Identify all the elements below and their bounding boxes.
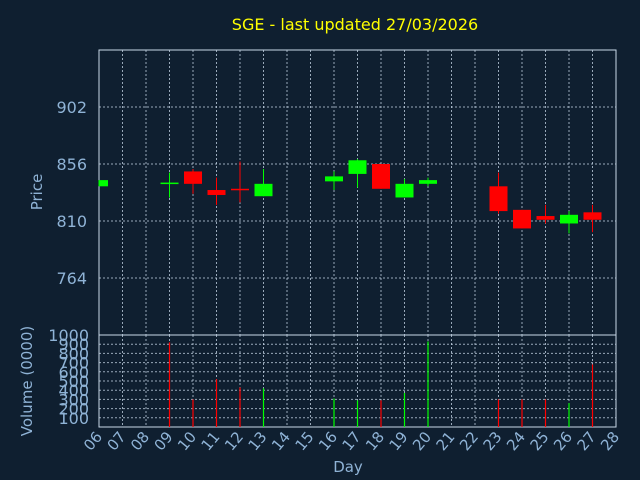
price-tick-label: 810: [56, 212, 87, 231]
candle-body: [513, 209, 531, 229]
price-tick-labels: 764 810 856 902: [56, 98, 87, 288]
chart-title: SGE - last updated 27/03/2026: [232, 15, 478, 34]
price-tick-label: 902: [56, 98, 87, 117]
volume-axis-label: Volume (0000): [18, 326, 36, 436]
price-panel-frame: [98, 49, 617, 336]
price-tick-label: 764: [56, 269, 87, 288]
candle-body: [372, 164, 390, 189]
day-tick-label: 28: [597, 428, 623, 454]
day-tick-labels: 0607080910111213141516171819202122232425…: [80, 428, 623, 454]
volume-tick-label: 100: [58, 409, 89, 428]
day-tick-label: 12: [221, 428, 247, 454]
day-axis-label: Day: [333, 458, 363, 476]
candle-body: [395, 183, 414, 198]
volume-tick-label: 1000: [48, 326, 89, 345]
candle-body: [536, 216, 555, 220]
day-tick-label: 22: [456, 428, 482, 454]
candle-body: [348, 160, 367, 174]
day-tick-label: 07: [104, 428, 130, 454]
day-tick-label: 24: [503, 428, 529, 454]
day-tick-label: 20: [409, 428, 435, 454]
day-tick-label: 13: [245, 428, 271, 454]
candle-body: [583, 212, 602, 220]
price-gridlines: [99, 50, 616, 335]
day-tick-label: 11: [198, 428, 224, 454]
day-tick-label: 27: [574, 428, 600, 454]
volume-bars: [168, 341, 594, 427]
candle-body: [254, 183, 273, 197]
candle-body: [325, 176, 343, 182]
day-tick-label: 15: [292, 428, 318, 454]
candle-body: [99, 180, 108, 187]
day-tick-label: 21: [433, 428, 459, 454]
day-tick-label: 23: [480, 428, 506, 454]
volume-tick-label: 200: [58, 400, 89, 419]
day-tick-label: 10: [174, 428, 200, 454]
day-tick-label: 19: [386, 428, 412, 454]
candle-body: [489, 186, 508, 212]
day-tick-label: 18: [362, 428, 388, 454]
day-tick-label: 25: [527, 428, 553, 454]
volume-tick-label: 900: [58, 335, 89, 354]
candle-body: [160, 182, 179, 185]
candle-body: [231, 188, 249, 191]
price-axis-label: Price: [28, 174, 46, 211]
volume-tick-label: 700: [58, 354, 89, 373]
candlesticks: [98, 159, 602, 234]
day-tick-label: 06: [80, 428, 106, 454]
volume-tick-label: 600: [58, 363, 89, 382]
day-tick-label: 09: [151, 428, 177, 454]
volume-tick-label: 500: [58, 372, 89, 391]
candle-body: [419, 180, 437, 184]
candle-body: [560, 214, 578, 224]
day-tick-label: 17: [339, 428, 365, 454]
day-tick-label: 16: [315, 428, 341, 454]
volume-tick-label: 400: [58, 381, 89, 400]
candle-body: [207, 190, 226, 195]
day-tick-label: 26: [550, 428, 576, 454]
candle-body: [184, 171, 202, 184]
volume-tick-label: 800: [58, 344, 89, 363]
price-tick-label: 856: [56, 155, 87, 174]
day-tick-label: 14: [268, 428, 294, 454]
day-tick-label: 08: [127, 428, 153, 454]
volume-tick-label: 300: [58, 390, 89, 409]
